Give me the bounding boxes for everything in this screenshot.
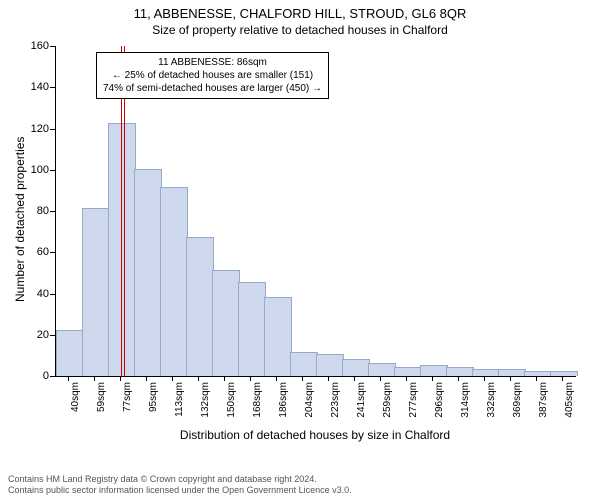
footer-attribution: Contains HM Land Registry data © Crown c… xyxy=(8,474,352,496)
xtick-label: 113sqm xyxy=(174,382,185,422)
footer-line1: Contains HM Land Registry data © Crown c… xyxy=(8,474,352,485)
histogram-bar xyxy=(472,369,499,376)
xtick-label: 369sqm xyxy=(512,382,523,422)
histogram-bar xyxy=(264,297,291,376)
histogram-bar xyxy=(56,330,83,376)
x-axis-label: Distribution of detached houses by size … xyxy=(55,428,575,442)
histogram-bar xyxy=(290,352,317,376)
xtick-label: 40sqm xyxy=(70,382,81,422)
histogram-bar xyxy=(82,208,109,376)
histogram-bar xyxy=(316,354,343,376)
histogram-bar xyxy=(238,282,265,376)
ytick-label: 100 xyxy=(0,164,49,176)
xtick-label: 405sqm xyxy=(564,382,575,422)
xtick-label: 296sqm xyxy=(434,382,445,422)
ytick-label: 160 xyxy=(0,40,49,52)
xtick-label: 332sqm xyxy=(486,382,497,422)
chart-subtitle: Size of property relative to detached ho… xyxy=(0,21,600,37)
ytick-label: 20 xyxy=(0,329,49,341)
ytick-label: 120 xyxy=(0,123,49,135)
plot-area: 11 ABBENESSE: 86sqm ← 25% of detached ho… xyxy=(55,46,576,377)
xtick-label: 387sqm xyxy=(538,382,549,422)
xtick-label: 314sqm xyxy=(460,382,471,422)
xtick-label: 259sqm xyxy=(382,382,393,422)
xtick-label: 186sqm xyxy=(278,382,289,422)
xtick-label: 95sqm xyxy=(148,382,159,422)
ytick-label: 60 xyxy=(0,246,49,258)
chart-title: 11, ABBENESSE, CHALFORD HILL, STROUD, GL… xyxy=(0,0,600,21)
xtick-label: 59sqm xyxy=(96,382,107,422)
xtick-label: 223sqm xyxy=(330,382,341,422)
histogram-bar xyxy=(160,187,187,376)
xtick-label: 150sqm xyxy=(226,382,237,422)
xtick-label: 132sqm xyxy=(200,382,211,422)
histogram-bar xyxy=(498,369,525,376)
histogram-bar xyxy=(446,367,473,376)
histogram-bar xyxy=(186,237,213,376)
xtick-label: 77sqm xyxy=(122,382,133,422)
histogram-bar xyxy=(550,371,577,376)
annotation-line2: ← 25% of detached houses are smaller (15… xyxy=(103,69,322,82)
xtick-label: 168sqm xyxy=(252,382,263,422)
ytick-label: 80 xyxy=(0,205,49,217)
xtick-label: 241sqm xyxy=(356,382,367,422)
ytick-label: 40 xyxy=(0,288,49,300)
histogram-bar xyxy=(134,169,161,376)
histogram-bar xyxy=(394,367,421,376)
annotation-line1: 11 ABBENESSE: 86sqm xyxy=(103,56,322,69)
histogram-bar xyxy=(420,365,447,376)
annotation-line3: 74% of semi-detached houses are larger (… xyxy=(103,82,322,95)
ytick-label: 0 xyxy=(0,370,49,382)
annotation-box: 11 ABBENESSE: 86sqm ← 25% of detached ho… xyxy=(96,52,329,99)
ytick-label: 140 xyxy=(0,81,49,93)
histogram-bar xyxy=(212,270,239,376)
histogram-bar xyxy=(342,359,369,377)
xtick-label: 204sqm xyxy=(304,382,315,422)
histogram-bar xyxy=(368,363,395,376)
xtick-label: 277sqm xyxy=(408,382,419,422)
histogram-bar xyxy=(524,371,551,376)
footer-line2: Contains public sector information licen… xyxy=(8,485,352,496)
chart-container: 11, ABBENESSE, CHALFORD HILL, STROUD, GL… xyxy=(0,0,600,500)
